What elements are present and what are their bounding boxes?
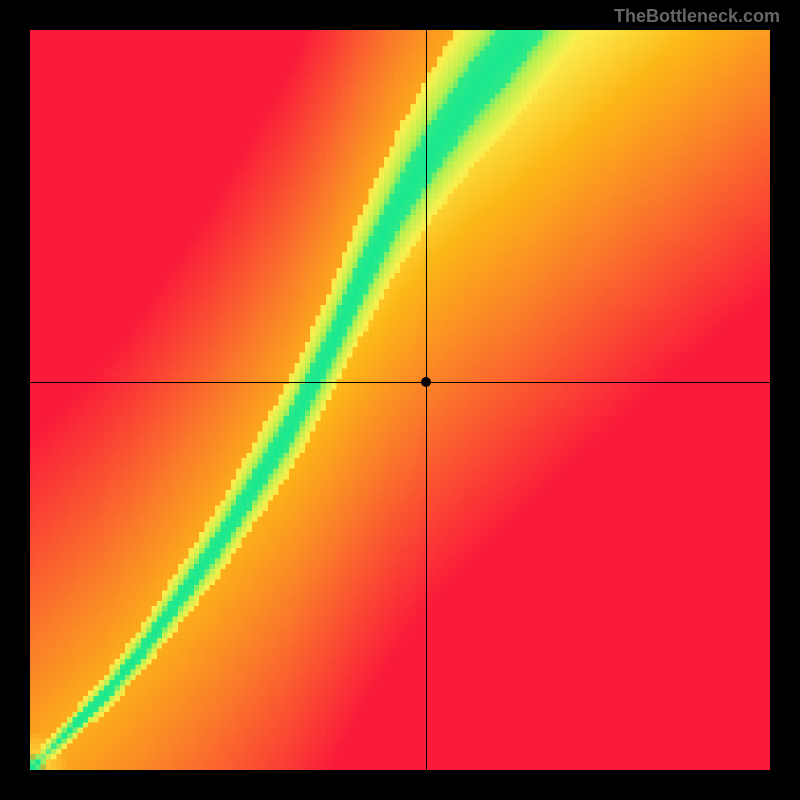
- crosshair-horizontal: [30, 382, 770, 383]
- crosshair-marker: [421, 377, 431, 387]
- crosshair-vertical: [426, 30, 427, 770]
- heatmap-chart: [30, 30, 770, 770]
- watermark: TheBottleneck.com: [614, 6, 780, 27]
- heatmap-canvas: [30, 30, 770, 770]
